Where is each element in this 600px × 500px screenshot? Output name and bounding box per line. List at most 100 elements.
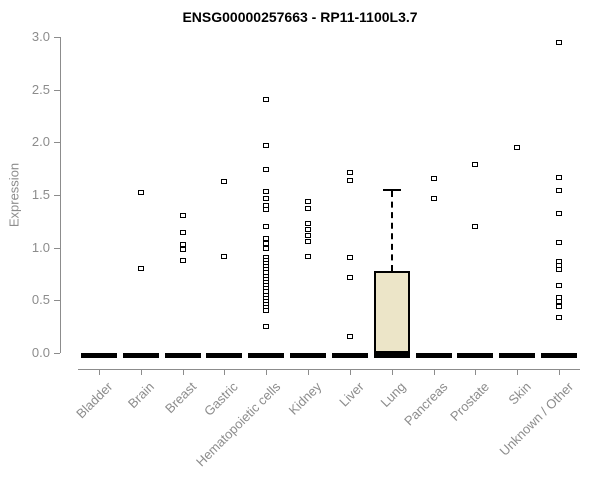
x-tick — [183, 369, 184, 375]
outlier-point — [347, 275, 353, 280]
whisker-cap — [383, 189, 401, 191]
y-tick-label: 0.5 — [31, 292, 50, 307]
y-axis-line — [60, 37, 61, 353]
outlier-point — [556, 315, 562, 320]
outlier-point — [263, 167, 269, 172]
outlier-point — [556, 40, 562, 45]
outlier-point — [263, 324, 269, 329]
x-category-label: Lung — [377, 379, 409, 411]
median-dash — [374, 353, 410, 358]
outlier-point — [263, 236, 269, 241]
median-dash — [206, 353, 242, 358]
y-tick — [54, 90, 60, 91]
median-dash — [457, 353, 493, 358]
outlier-point — [431, 176, 437, 181]
outlier-point — [138, 190, 144, 195]
x-category-label: Gastric — [201, 379, 242, 419]
outlier-point — [305, 221, 311, 226]
y-tick-label: 3.0 — [31, 29, 50, 44]
outlier-point — [180, 230, 186, 235]
median-dash — [165, 353, 201, 358]
y-tick-label: 0.0 — [31, 345, 50, 360]
outlier-point — [180, 258, 186, 263]
outlier-point — [263, 189, 269, 194]
outlier-point — [263, 143, 269, 148]
outlier-point — [263, 308, 269, 313]
outlier-point — [347, 334, 353, 339]
outlier-point — [556, 283, 562, 288]
outlier-point — [180, 247, 186, 252]
x-tick — [99, 369, 100, 375]
outlier-point — [305, 206, 311, 211]
y-tick — [54, 248, 60, 249]
x-category-label: Breast — [162, 379, 200, 417]
x-tick — [434, 369, 435, 375]
outlier-point — [263, 97, 269, 102]
outlier-point — [347, 178, 353, 183]
x-tick — [517, 369, 518, 375]
x-tick — [559, 369, 560, 375]
median-dash — [416, 353, 452, 358]
outlier-point — [431, 196, 437, 201]
outlier-point — [221, 254, 227, 259]
y-tick — [54, 195, 60, 196]
outlier-point — [305, 254, 311, 259]
x-axis-line — [78, 369, 580, 370]
outlier-point — [305, 199, 311, 204]
y-tick-label: 2.0 — [31, 134, 50, 149]
x-tick — [224, 369, 225, 375]
outlier-point — [556, 188, 562, 193]
x-tick — [308, 369, 309, 375]
x-category-label: Brain — [125, 379, 158, 412]
median-dash — [248, 353, 284, 358]
outlier-point — [305, 239, 311, 244]
outlier-point — [263, 207, 269, 212]
outlier-point — [180, 213, 186, 218]
median-dash — [499, 353, 535, 358]
outlier-point — [180, 242, 186, 247]
median-dash — [81, 353, 117, 358]
median-dash — [290, 353, 326, 358]
x-category-label: Liver — [336, 379, 367, 410]
x-tick — [350, 369, 351, 375]
x-category-label: Pancreas — [400, 379, 451, 429]
outlier-point — [556, 211, 562, 216]
x-tick — [141, 369, 142, 375]
x-category-label: Kidney — [286, 379, 325, 418]
outlier-point — [305, 227, 311, 232]
outlier-point — [556, 267, 562, 272]
outlier-point — [514, 145, 520, 150]
outlier-point — [556, 304, 562, 309]
y-tick — [54, 142, 60, 143]
x-tick — [266, 369, 267, 375]
x-category-label: Unknown / Other — [496, 379, 576, 459]
y-tick-label: 2.5 — [31, 82, 50, 97]
outlier-point — [472, 224, 478, 229]
outlier-point — [263, 224, 269, 229]
whisker-line — [391, 191, 393, 271]
x-category-label: Bladder — [73, 379, 116, 422]
outlier-point — [556, 299, 562, 304]
box — [374, 271, 410, 353]
outlier-point — [305, 233, 311, 238]
y-tick — [54, 300, 60, 301]
outlier-point — [472, 162, 478, 167]
outlier-point — [138, 266, 144, 271]
outlier-point — [221, 179, 227, 184]
chart-title: ENSG00000257663 - RP11-1100L3.7 — [182, 9, 418, 25]
outlier-point — [347, 255, 353, 260]
outlier-point — [263, 246, 269, 251]
x-category-label: Prostate — [447, 379, 493, 424]
y-tick-label: 1.0 — [31, 240, 50, 255]
median-dash — [123, 353, 159, 358]
median-dash — [541, 353, 577, 358]
outlier-point — [263, 241, 269, 246]
median-dash — [332, 353, 368, 358]
y-tick — [54, 353, 60, 354]
x-tick — [475, 369, 476, 375]
x-tick — [392, 369, 393, 375]
outlier-point — [556, 175, 562, 180]
outlier-point — [347, 170, 353, 175]
